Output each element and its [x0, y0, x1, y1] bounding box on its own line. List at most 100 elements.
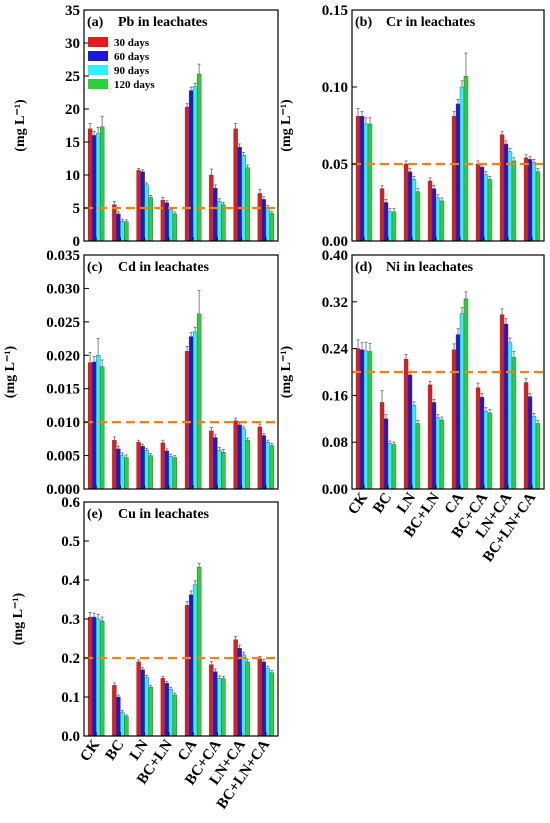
bar: [455, 334, 461, 490]
bar: [407, 171, 413, 242]
bar: [245, 661, 250, 737]
bar: [168, 209, 174, 242]
bar: [503, 143, 509, 242]
y-tick-label: 0.05: [322, 157, 348, 173]
bar: [507, 342, 513, 490]
bar: [188, 90, 194, 242]
y-tick-label: 0.00: [322, 482, 348, 498]
bar: [439, 419, 445, 490]
chart-title: Cr in leachates: [386, 15, 476, 30]
bar: [483, 410, 489, 490]
bar: [221, 452, 226, 490]
bar: [140, 446, 145, 490]
bar: [136, 442, 141, 490]
bar: [221, 678, 226, 737]
chart-title: Cd in leachates: [118, 260, 210, 275]
bar: [261, 199, 267, 242]
bar: [475, 163, 481, 242]
bar: [531, 162, 537, 242]
bar: [245, 439, 250, 490]
y-axis-label: (mg L⁻¹): [279, 99, 294, 152]
bar: [257, 426, 263, 490]
panel-b: 0.00 0.05 0.10 0.15 (mg L⁻¹) (b) Cr in leachat…: [279, 3, 545, 250]
bar: [431, 188, 437, 242]
bar: [136, 661, 141, 737]
bar: [245, 167, 250, 242]
bar: [160, 442, 166, 490]
legend-label: 30 days: [114, 37, 150, 49]
bar: [237, 424, 242, 490]
bar: [499, 314, 505, 490]
bar: [209, 664, 214, 737]
bar: [213, 187, 218, 242]
bar: [451, 349, 457, 490]
bar: [383, 202, 389, 242]
y-tick-label: 0.32: [322, 295, 348, 311]
y-tick-label: 0.1: [61, 690, 80, 706]
y-tick-label: 0.2: [61, 651, 80, 667]
y-tick-label: 0.3: [61, 612, 80, 628]
bar: [535, 423, 541, 490]
legend-swatch: [88, 79, 108, 89]
bar: [487, 412, 493, 490]
bar: [379, 188, 385, 242]
bar: [136, 170, 141, 242]
bar: [427, 384, 433, 490]
bar: [233, 639, 238, 737]
bar: [213, 437, 218, 490]
bar: [144, 677, 149, 737]
bar: [439, 200, 445, 242]
bar: [99, 366, 105, 490]
y-tick-label: 0.6: [61, 495, 80, 511]
plot-frame: [351, 9, 545, 242]
y-tick-label: 0.00: [322, 234, 348, 250]
y-tick-label: 0.015: [46, 382, 80, 398]
plot-frame: [83, 9, 279, 242]
bar: [269, 672, 275, 737]
y-tick-label: 0.025: [46, 315, 80, 331]
bar: [95, 618, 101, 737]
x-category-label: CK: [345, 490, 371, 518]
bar: [391, 444, 397, 490]
bar: [391, 211, 397, 242]
chart-title: Pb in leachates: [118, 15, 208, 30]
bar: [91, 135, 97, 242]
bar: [415, 191, 421, 242]
bar: [164, 683, 170, 737]
y-tick-label: 0.030: [46, 281, 80, 297]
panel-tag: (e): [87, 507, 103, 522]
panel-tag: (d): [355, 260, 372, 275]
legend-label: 90 days: [114, 65, 150, 77]
bar: [168, 689, 174, 737]
bar: [407, 374, 413, 490]
panel-tag: (b): [355, 15, 372, 30]
bar: [148, 687, 153, 737]
bar: [511, 160, 517, 242]
x-category-label: BC: [103, 737, 128, 763]
bar: [184, 106, 190, 242]
bar: [233, 420, 238, 490]
y-tick-label: 0.035: [46, 248, 80, 264]
bar: [221, 204, 226, 242]
bar: [144, 450, 149, 490]
y-tick-label: 0.16: [322, 388, 349, 404]
bar: [523, 157, 529, 242]
y-tick-label: 0.5: [61, 534, 80, 550]
bar: [359, 116, 365, 242]
plot-frame: [83, 254, 279, 490]
y-axis-label: (mg L⁻¹): [11, 592, 26, 645]
bar: [265, 207, 271, 242]
bar: [355, 116, 361, 242]
bar: [87, 616, 93, 737]
panel-tag: (a): [87, 15, 104, 30]
panel-d: 0.000.080.160.240.320.40CKBCLNBC+LNCABC+…: [279, 248, 545, 565]
y-tick-label: 20: [65, 102, 80, 118]
bar: [217, 450, 222, 490]
bar: [427, 180, 433, 242]
bar: [257, 193, 263, 242]
bar: [160, 199, 166, 242]
bar: [192, 584, 198, 737]
bar: [359, 349, 365, 490]
bar: [463, 298, 469, 490]
